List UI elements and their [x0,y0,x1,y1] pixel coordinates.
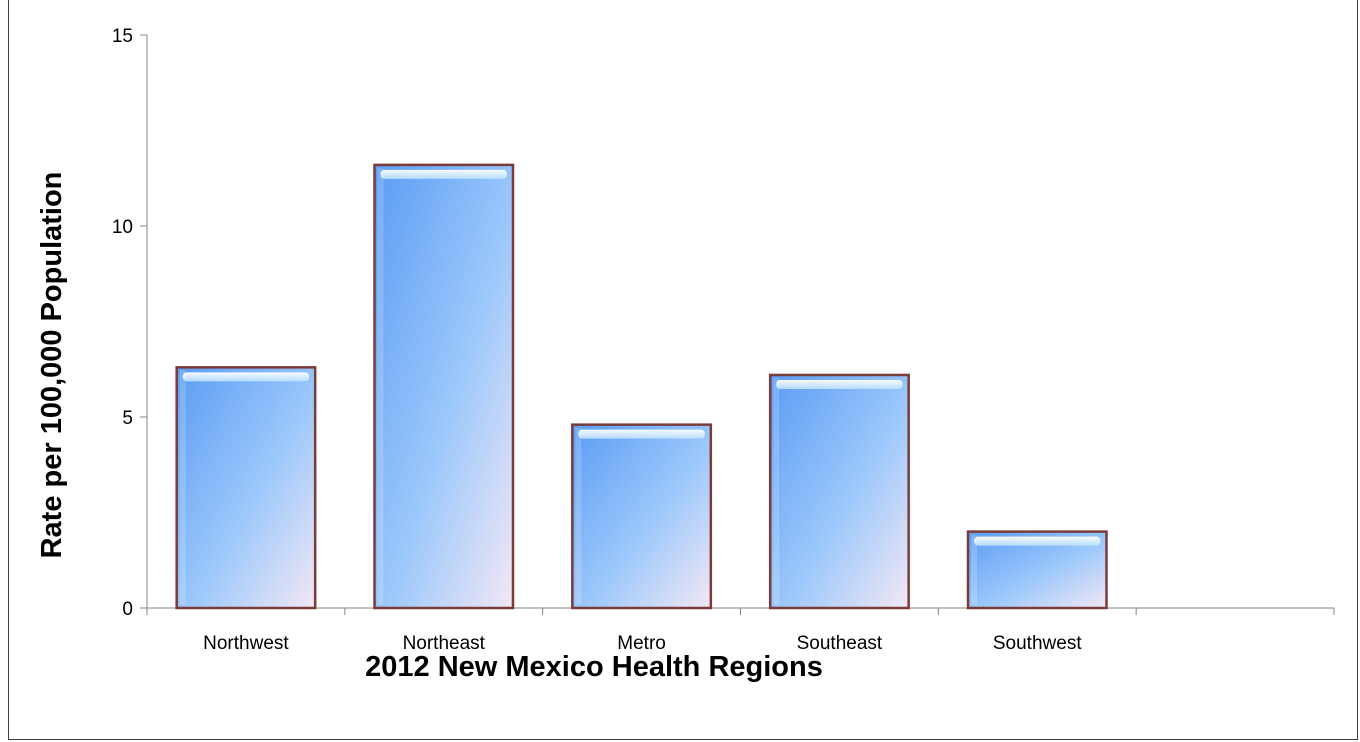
x-axis [146,607,1335,615]
x-tick-label: Southeast [797,633,883,654]
x-axis-title: 2012 New Mexico Health Regions [365,651,823,683]
bar-bevel [971,534,978,605]
x-tick-label: Northwest [203,633,289,654]
bar-southeast [768,373,910,610]
bar-highlight [182,372,310,382]
y-tick-label: 0 [122,599,133,620]
y-tick-label: 10 [112,217,133,238]
bar-body [571,423,713,610]
bar-southwest [966,530,1108,610]
x-tick-label: Metro [617,633,666,654]
bar-body [175,366,317,610]
chart-frame: 0 5 10 15 Northwest Northeast Metro Southeast S… [8,0,1358,740]
y-axis: 0 5 10 15 [112,26,148,620]
bar-northwest [175,366,317,610]
bar-metro [571,423,713,610]
bar-northeast [373,163,515,610]
bar-bevel [179,370,186,605]
bar-highlight [776,379,903,389]
bar-highlight [974,536,1101,546]
bar-highlight [380,169,507,179]
bar-bevel [575,427,582,605]
bar-chart: 0 5 10 15 Northwest Northeast Metro Southeast S… [36,26,1335,683]
x-tick-label: Southwest [993,633,1082,654]
bar-highlight [578,429,705,439]
bar-bevel [377,167,384,605]
y-tick-label: 15 [112,26,133,47]
y-axis-title: Rate per 100,000 Population [36,172,68,559]
bar-body [373,163,515,610]
x-tick-label: Northeast [403,633,486,654]
bar-bevel [773,377,780,605]
y-tick-label: 5 [122,408,133,429]
bar-body [768,373,910,610]
